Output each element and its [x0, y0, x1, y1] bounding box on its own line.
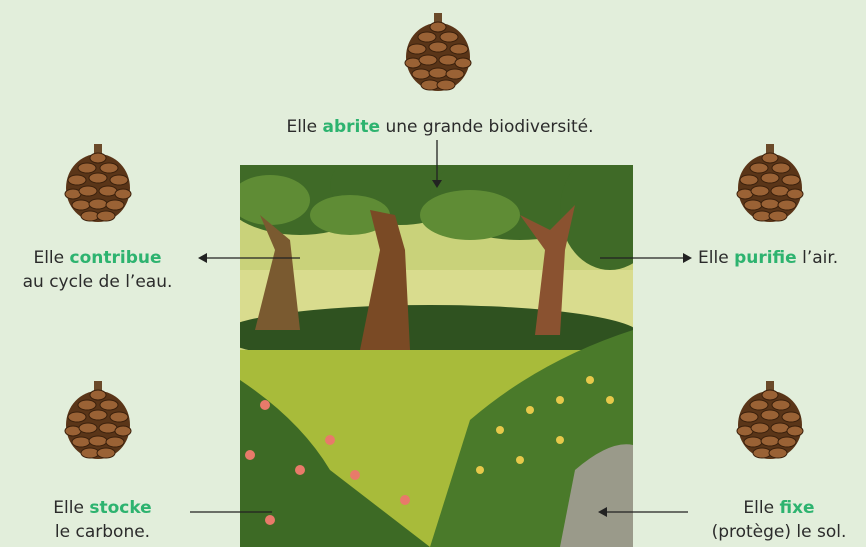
label-abrite: Elle abrite une grande biodiversité.: [240, 115, 640, 139]
label-text: Elle: [33, 248, 64, 268]
pinecone: [737, 144, 803, 222]
label-keyword: contribue: [70, 248, 162, 268]
label-text: au cycle de l’eau.: [23, 272, 173, 292]
label-text: (protège) le sol.: [712, 522, 847, 542]
pinecone: [737, 381, 803, 459]
label-text: Elle: [53, 498, 84, 518]
label-text: l’air.: [802, 248, 838, 268]
forest-picture: [220, 145, 660, 547]
label-text: Elle: [286, 117, 317, 137]
pinecone: [65, 381, 131, 459]
label-text: une grande biodiversité.: [385, 117, 593, 137]
label-keyword: abrite: [323, 117, 381, 137]
label-keyword: stocke: [89, 498, 151, 518]
label-purifie: Elle purifie l’air.: [698, 246, 866, 270]
pinecone: [405, 13, 471, 91]
label-fixe: Elle fixe (protège) le sol.: [692, 496, 866, 544]
label-contribue: Elle contribue au cycle de l’eau.: [0, 246, 195, 294]
label-keyword: purifie: [734, 248, 797, 268]
label-text: le carbone.: [55, 522, 150, 542]
label-text: Elle: [698, 248, 729, 268]
label-text: Elle: [743, 498, 774, 518]
label-keyword: fixe: [779, 498, 814, 518]
label-stocke: Elle stocke le carbone.: [20, 496, 185, 544]
pinecone: [65, 144, 131, 222]
diagram: Elle abrite une grande biodiversité. Ell…: [0, 0, 866, 547]
